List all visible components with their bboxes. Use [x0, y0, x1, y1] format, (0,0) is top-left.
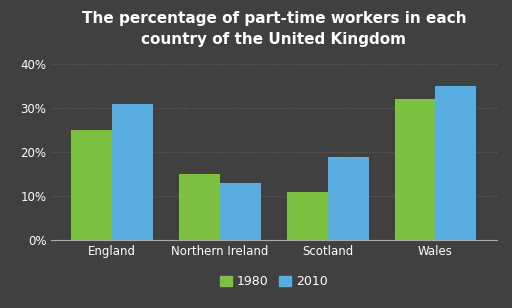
Title: The percentage of part-time workers in each
country of the United Kingdom: The percentage of part-time workers in e… [81, 11, 466, 47]
Legend: 1980, 2010: 1980, 2010 [215, 270, 333, 293]
Bar [179, 174, 220, 240]
Bar [287, 192, 328, 240]
Bar [220, 183, 261, 240]
Bar [395, 99, 436, 240]
Bar [112, 104, 153, 240]
Bar [436, 86, 476, 240]
Bar [328, 157, 369, 240]
Bar [72, 130, 112, 240]
